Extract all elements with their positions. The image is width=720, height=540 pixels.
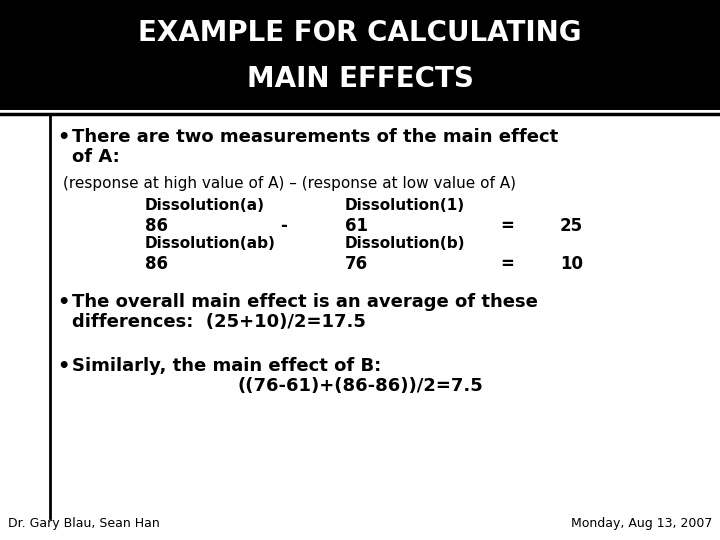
Text: 10: 10 xyxy=(560,255,583,273)
Text: Monday, Aug 13, 2007: Monday, Aug 13, 2007 xyxy=(571,517,712,530)
Text: differences:  (25+10)/2=17.5: differences: (25+10)/2=17.5 xyxy=(72,313,366,331)
Text: The overall main effect is an average of these: The overall main effect is an average of… xyxy=(72,293,538,311)
Text: ((76-61)+(86-86))/2=7.5: ((76-61)+(86-86))/2=7.5 xyxy=(237,377,483,395)
Text: Similarly, the main effect of B:: Similarly, the main effect of B: xyxy=(72,357,382,375)
Text: There are two measurements of the main effect: There are two measurements of the main e… xyxy=(72,128,558,146)
Text: 86: 86 xyxy=(145,255,168,273)
Text: •: • xyxy=(57,293,69,312)
Text: -: - xyxy=(280,217,287,235)
Text: 25: 25 xyxy=(560,217,583,235)
Text: Dissolution(1): Dissolution(1) xyxy=(345,198,465,213)
Text: Dissolution(ab): Dissolution(ab) xyxy=(145,236,276,251)
Text: •: • xyxy=(57,128,69,147)
Text: =: = xyxy=(500,217,514,235)
Bar xyxy=(0,0,720,110)
Text: Dissolution(b): Dissolution(b) xyxy=(345,236,466,251)
Text: MAIN EFFECTS: MAIN EFFECTS xyxy=(246,65,474,93)
Text: (response at high value of A) – (response at low value of A): (response at high value of A) – (respons… xyxy=(63,176,516,191)
Text: of A:: of A: xyxy=(72,148,120,166)
Text: •: • xyxy=(57,357,69,376)
Text: 86: 86 xyxy=(145,217,168,235)
Text: EXAMPLE FOR CALCULATING: EXAMPLE FOR CALCULATING xyxy=(138,19,582,47)
Text: 61: 61 xyxy=(345,217,368,235)
Text: =: = xyxy=(500,255,514,273)
Text: 76: 76 xyxy=(345,255,368,273)
Text: Dissolution(a): Dissolution(a) xyxy=(145,198,265,213)
Text: Dr. Gary Blau, Sean Han: Dr. Gary Blau, Sean Han xyxy=(8,517,160,530)
